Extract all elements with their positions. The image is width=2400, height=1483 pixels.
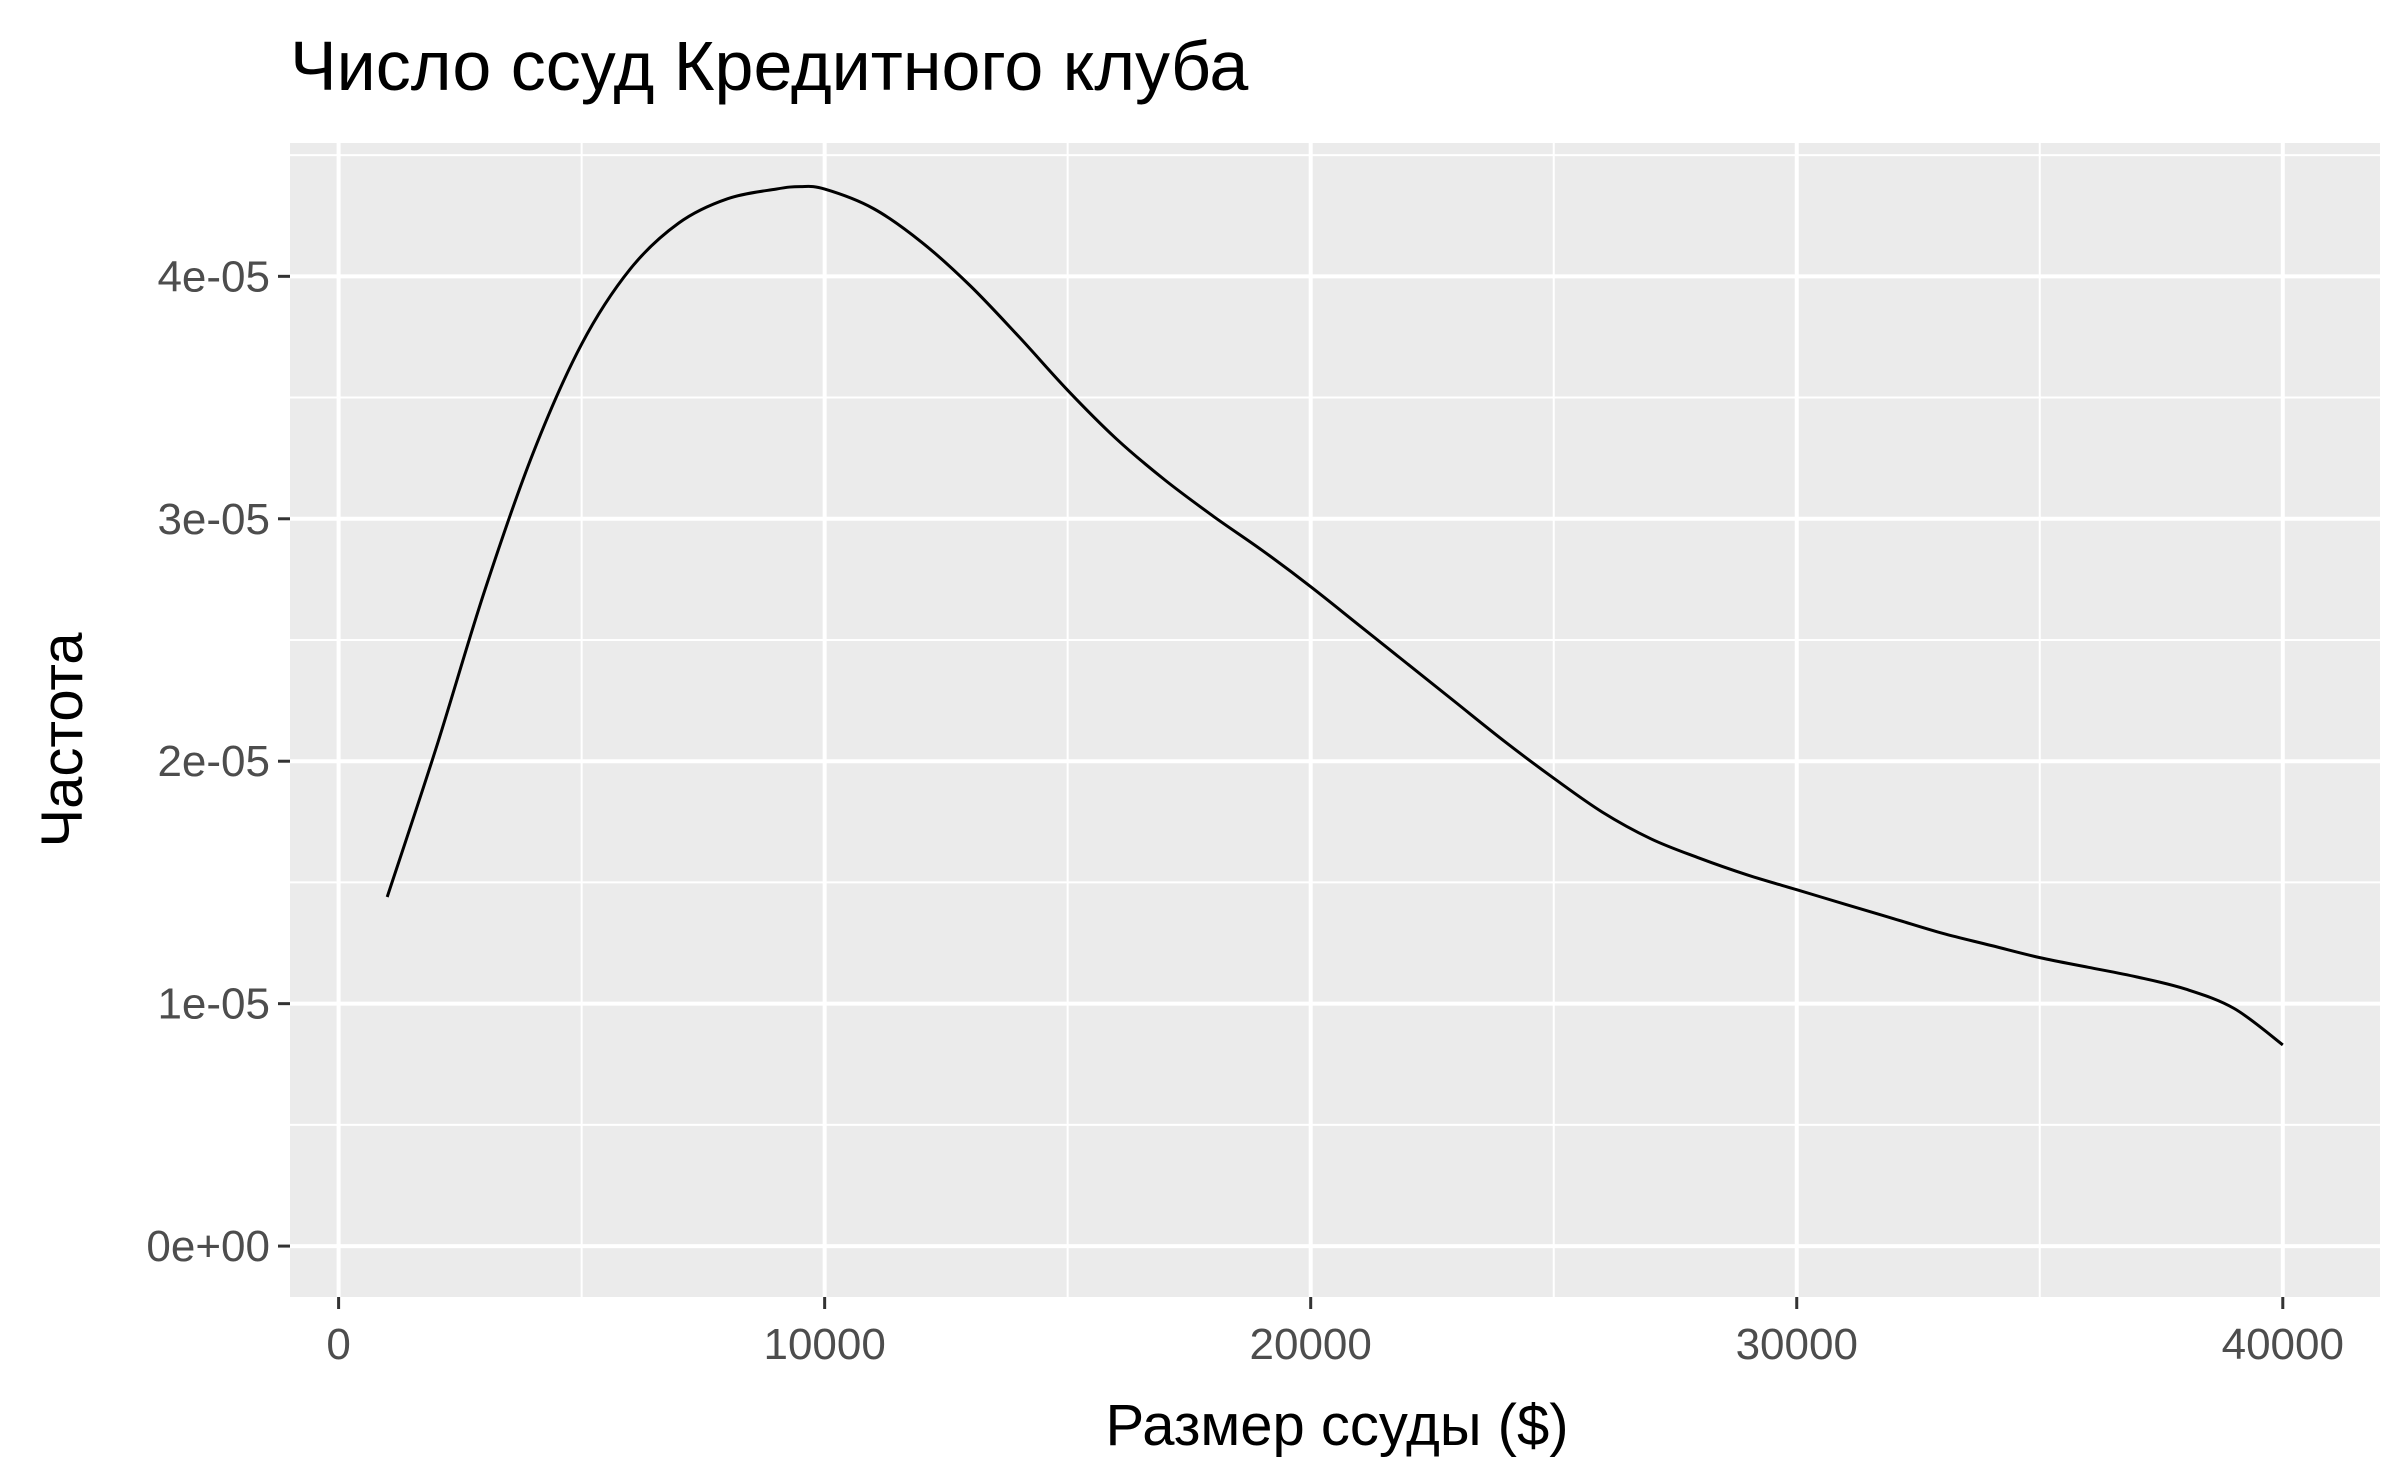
y-axis-tick-labels: 0e+00 1e-05 2e-05 3e-05 4e-05 xyxy=(146,252,270,1271)
x-tick-label: 20000 xyxy=(1250,1320,1372,1369)
y-tick-label: 3e-05 xyxy=(157,495,270,544)
x-tick-label: 40000 xyxy=(2222,1320,2344,1369)
y-tick-label: 1e-05 xyxy=(157,980,270,1029)
plot-panel xyxy=(290,143,2380,1297)
y-tick-label: 0e+00 xyxy=(146,1222,270,1271)
x-axis-tick-labels: 0 10000 20000 30000 40000 xyxy=(326,1320,2344,1369)
y-axis-title: Частота xyxy=(30,632,95,848)
density-line xyxy=(385,184,2284,1047)
chart-title: Число ссуд Кредитного клуба xyxy=(290,27,1248,105)
x-tick-label: 10000 xyxy=(763,1320,885,1369)
axis-ticks xyxy=(278,274,2285,1309)
x-tick-label: 30000 xyxy=(1736,1320,1858,1369)
y-tick-label: 2e-05 xyxy=(157,737,270,786)
minor-gridlines xyxy=(290,143,2380,1297)
x-axis-title: Размер ссуды ($) xyxy=(1105,1393,1568,1458)
x-tick-label: 0 xyxy=(326,1320,350,1369)
y-tick-label: 4e-05 xyxy=(157,252,270,301)
major-gridlines xyxy=(290,143,2380,1297)
